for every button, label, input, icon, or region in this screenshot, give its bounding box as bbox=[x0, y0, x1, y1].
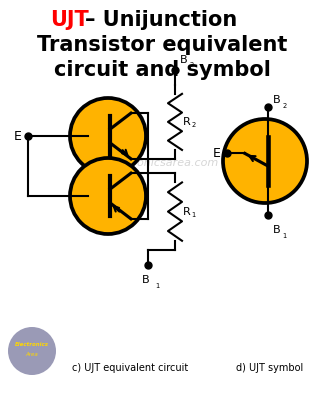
Text: $_1$: $_1$ bbox=[282, 231, 288, 241]
Circle shape bbox=[70, 158, 146, 234]
Text: R: R bbox=[183, 117, 191, 127]
Circle shape bbox=[8, 327, 56, 375]
Text: $_2$: $_2$ bbox=[189, 60, 195, 70]
Text: $_2$: $_2$ bbox=[282, 101, 288, 111]
Text: electronicsarea.com: electronicsarea.com bbox=[105, 158, 219, 168]
Text: Transistor equivalent: Transistor equivalent bbox=[37, 35, 287, 55]
Text: R: R bbox=[183, 207, 191, 217]
Text: d) UJT symbol: d) UJT symbol bbox=[237, 363, 304, 373]
Text: c) UJT equivalent circuit: c) UJT equivalent circuit bbox=[72, 363, 188, 373]
Text: $_2$: $_2$ bbox=[191, 120, 197, 130]
Text: Area: Area bbox=[26, 353, 38, 358]
Text: B: B bbox=[180, 55, 188, 65]
Circle shape bbox=[70, 98, 146, 174]
Circle shape bbox=[223, 119, 307, 203]
Text: B: B bbox=[273, 225, 281, 235]
Text: circuit and symbol: circuit and symbol bbox=[53, 60, 271, 80]
Text: UJT: UJT bbox=[50, 10, 89, 30]
Text: – Unijunction: – Unijunction bbox=[85, 10, 237, 30]
Text: E: E bbox=[213, 147, 221, 160]
Text: $_1$: $_1$ bbox=[155, 281, 161, 291]
Text: Electronics: Electronics bbox=[15, 343, 49, 347]
Text: B: B bbox=[273, 95, 281, 105]
Text: B: B bbox=[142, 275, 150, 285]
Text: E: E bbox=[14, 130, 22, 143]
Text: $_1$: $_1$ bbox=[191, 209, 197, 220]
